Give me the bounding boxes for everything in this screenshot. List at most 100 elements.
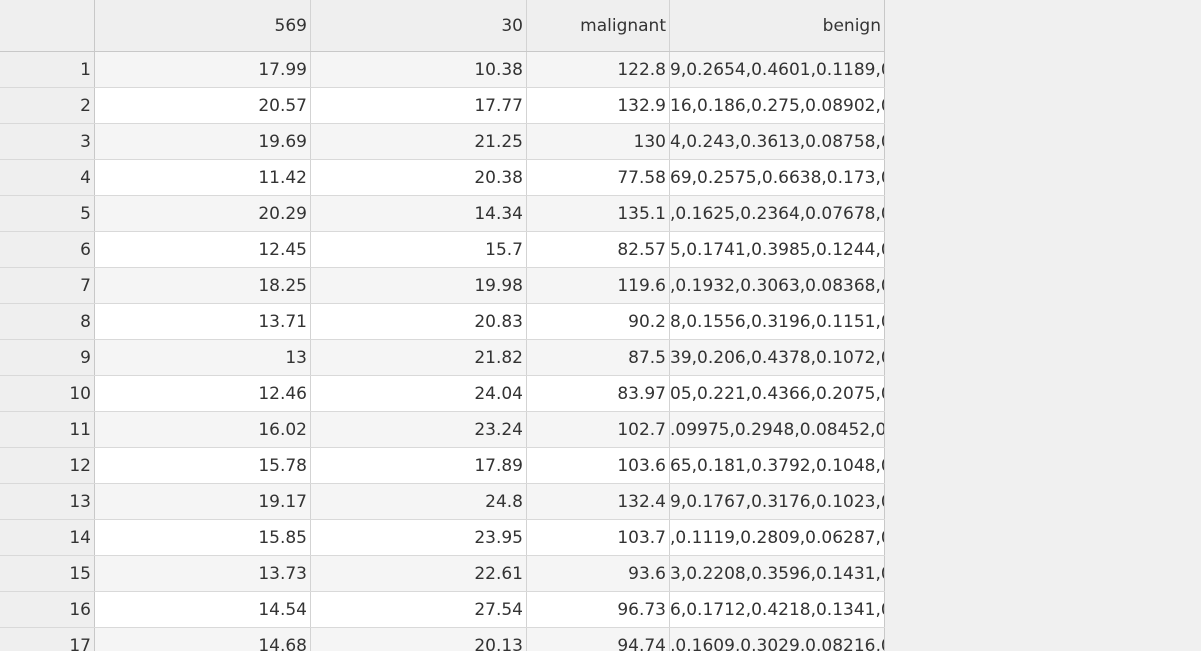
cell-30[interactable]: 22.61	[311, 556, 527, 591]
row-number[interactable]: 2	[0, 88, 95, 123]
column-header-30[interactable]: 30	[311, 0, 527, 51]
cell-569[interactable]: 12.45	[95, 232, 311, 267]
cell-569[interactable]: 20.29	[95, 196, 311, 231]
row-number[interactable]: 12	[0, 448, 95, 483]
cell-569[interactable]: 13.71	[95, 304, 311, 339]
cell-benign[interactable]: 69,0.2575,0.6638,0.173,0	[670, 160, 885, 195]
cell-malignant[interactable]: 102.7	[527, 412, 670, 447]
cell-30[interactable]: 21.82	[311, 340, 527, 375]
cell-malignant[interactable]: 87.5	[527, 340, 670, 375]
cell-benign[interactable]: ,0.1119,0.2809,0.06287,0	[670, 520, 885, 555]
cell-569[interactable]: 13.73	[95, 556, 311, 591]
cell-30[interactable]: 17.89	[311, 448, 527, 483]
cell-benign[interactable]: 16,0.186,0.275,0.08902,0	[670, 88, 885, 123]
row-number[interactable]: 11	[0, 412, 95, 447]
cell-569[interactable]: 18.25	[95, 268, 311, 303]
cell-benign[interactable]: ,0.1625,0.2364,0.07678,0	[670, 196, 885, 231]
cell-30[interactable]: 24.04	[311, 376, 527, 411]
cell-30[interactable]: 20.38	[311, 160, 527, 195]
cell-30[interactable]: 20.13	[311, 628, 527, 651]
cell-569[interactable]: 12.46	[95, 376, 311, 411]
cell-benign[interactable]: 8,0.1556,0.3196,0.1151,0	[670, 304, 885, 339]
table-row[interactable]: 13 19.17 24.8 132.4 9,0.1767,0.3176,0.1023,0	[0, 484, 885, 520]
cell-malignant[interactable]: 103.7	[527, 520, 670, 555]
cell-569[interactable]: 14.68	[95, 628, 311, 651]
corner-header[interactable]	[0, 0, 95, 51]
row-number[interactable]: 15	[0, 556, 95, 591]
table-row[interactable]: 11 16.02 23.24 102.7.09975,0.2948,0.08452,0	[0, 412, 885, 448]
cell-malignant[interactable]: 132.4	[527, 484, 670, 519]
cell-malignant[interactable]: 96.73	[527, 592, 670, 627]
cell-30[interactable]: 23.24	[311, 412, 527, 447]
cell-benign[interactable]: 9,0.1767,0.3176,0.1023,0	[670, 484, 885, 519]
cell-569[interactable]: 14.54	[95, 592, 311, 627]
row-number[interactable]: 3	[0, 124, 95, 159]
cell-malignant[interactable]: 83.97	[527, 376, 670, 411]
table-row[interactable]: 2 20.57 17.77 132.9 16,0.186,0.275,0.08902,0	[0, 88, 885, 124]
cell-malignant[interactable]: 93.6	[527, 556, 670, 591]
cell-30[interactable]: 27.54	[311, 592, 527, 627]
row-number[interactable]: 4	[0, 160, 95, 195]
cell-benign[interactable]: 4,0.243,0.3613,0.08758,0	[670, 124, 885, 159]
table-row[interactable]: 10 12.46 24.04 83.97 05,0.221,0.4366,0.2075,…	[0, 376, 885, 412]
cell-benign[interactable]: ,0.1932,0.3063,0.08368,0	[670, 268, 885, 303]
cell-569[interactable]: 11.42	[95, 160, 311, 195]
cell-benign[interactable]: 6,0.1712,0.4218,0.1341,0	[670, 592, 885, 627]
table-row[interactable]: 15 13.73 22.61 93.6 3,0.2208,0.3596,0.1431,0	[0, 556, 885, 592]
row-number[interactable]: 13	[0, 484, 95, 519]
cell-569[interactable]: 13	[95, 340, 311, 375]
cell-benign[interactable]: 05,0.221,0.4366,0.2075,0	[670, 376, 885, 411]
cell-benign[interactable]: 65,0.181,0.3792,0.1048,0	[670, 448, 885, 483]
table-row[interactable]: 7 18.25 19.98 119.6,0.1932,0.3063,0.08368,0	[0, 268, 885, 304]
cell-benign[interactable]: ,0.1609,0.3029,0.08216,0	[670, 628, 885, 651]
cell-30[interactable]: 14.34	[311, 196, 527, 231]
cell-569[interactable]: 15.78	[95, 448, 311, 483]
cell-malignant[interactable]: 90.2	[527, 304, 670, 339]
table-row[interactable]: 6 12.45 15.7 82.57 5,0.1741,0.3985,0.1244,0	[0, 232, 885, 268]
cell-569[interactable]: 20.57	[95, 88, 311, 123]
cell-malignant[interactable]: 135.1	[527, 196, 670, 231]
cell-benign[interactable]: 39,0.206,0.4378,0.1072,0	[670, 340, 885, 375]
cell-569[interactable]: 16.02	[95, 412, 311, 447]
table-row[interactable]: 8 13.71 20.83 90.2 8,0.1556,0.3196,0.1151,0	[0, 304, 885, 340]
table-row[interactable]: 5 20.29 14.34 135.1,0.1625,0.2364,0.07678,0	[0, 196, 885, 232]
cell-benign[interactable]: 9,0.2654,0.4601,0.1189,0	[670, 52, 885, 87]
table-row[interactable]: 16 14.54 27.54 96.73 6,0.1712,0.4218,0.1341,…	[0, 592, 885, 628]
cell-malignant[interactable]: 122.8	[527, 52, 670, 87]
cell-benign[interactable]: .09975,0.2948,0.08452,0	[670, 412, 885, 447]
row-number[interactable]: 10	[0, 376, 95, 411]
cell-30[interactable]: 21.25	[311, 124, 527, 159]
cell-569[interactable]: 17.99	[95, 52, 311, 87]
cell-569[interactable]: 19.17	[95, 484, 311, 519]
cell-30[interactable]: 24.8	[311, 484, 527, 519]
row-number[interactable]: 6	[0, 232, 95, 267]
cell-malignant[interactable]: 77.58	[527, 160, 670, 195]
cell-30[interactable]: 17.77	[311, 88, 527, 123]
row-number[interactable]: 14	[0, 520, 95, 555]
cell-30[interactable]: 10.38	[311, 52, 527, 87]
cell-malignant[interactable]: 103.6	[527, 448, 670, 483]
row-number[interactable]: 5	[0, 196, 95, 231]
cell-30[interactable]: 15.7	[311, 232, 527, 267]
column-header-benign[interactable]: benign	[670, 0, 885, 51]
row-number[interactable]: 1	[0, 52, 95, 87]
row-number[interactable]: 17	[0, 628, 95, 651]
table-row[interactable]: 4 11.42 20.38 77.58 69,0.2575,0.6638,0.173,0	[0, 160, 885, 196]
row-number[interactable]: 9	[0, 340, 95, 375]
cell-benign[interactable]: 3,0.2208,0.3596,0.1431,0	[670, 556, 885, 591]
row-number[interactable]: 16	[0, 592, 95, 627]
table-row[interactable]: 12 15.78 17.89 103.6 65,0.181,0.3792,0.1048,…	[0, 448, 885, 484]
cell-30[interactable]: 23.95	[311, 520, 527, 555]
column-header-malignant[interactable]: malignant	[527, 0, 670, 51]
cell-569[interactable]: 19.69	[95, 124, 311, 159]
cell-malignant[interactable]: 132.9	[527, 88, 670, 123]
table-row[interactable]: 1 17.99 10.38 122.8 9,0.2654,0.4601,0.1189,0	[0, 52, 885, 88]
cell-malignant[interactable]: 82.57	[527, 232, 670, 267]
row-number[interactable]: 8	[0, 304, 95, 339]
cell-569[interactable]: 15.85	[95, 520, 311, 555]
cell-malignant[interactable]: 94.74	[527, 628, 670, 651]
cell-30[interactable]: 20.83	[311, 304, 527, 339]
cell-malignant[interactable]: 119.6	[527, 268, 670, 303]
cell-benign[interactable]: 5,0.1741,0.3985,0.1244,0	[670, 232, 885, 267]
table-row[interactable]: 3 19.69 21.25 130 4,0.243,0.3613,0.08758,0	[0, 124, 885, 160]
